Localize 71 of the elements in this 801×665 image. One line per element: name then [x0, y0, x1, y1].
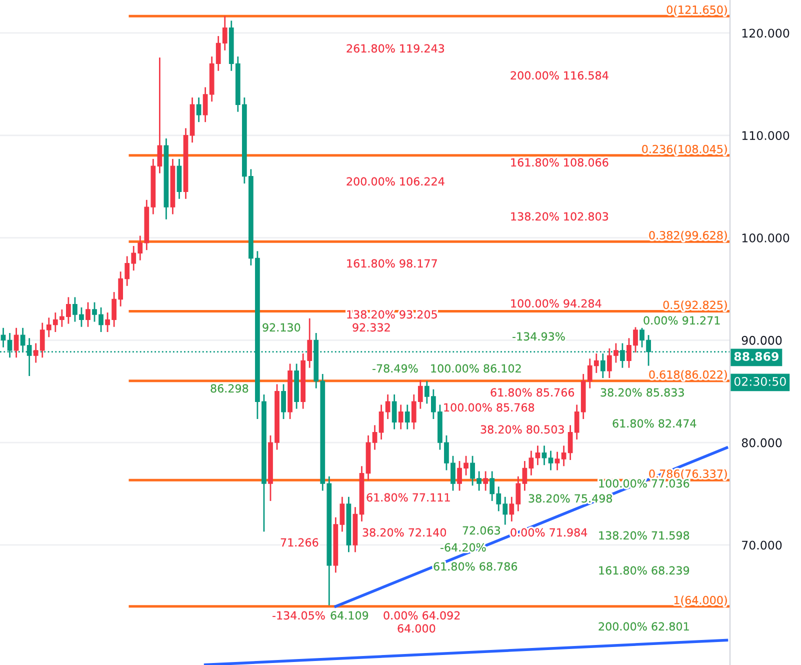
candlestick [561, 444, 566, 467]
annotation: 100.00% 85.768 [444, 403, 534, 412]
annotation: 61.80% 68.786 [434, 562, 518, 571]
candlestick [522, 460, 528, 492]
ref-line-label: 0.5(92.825) [663, 300, 727, 310]
annotation: 261.80% 119.243 [346, 44, 444, 53]
annotation: 161.80% 108.066 [511, 158, 608, 167]
candlestick [157, 56, 162, 174]
candlestick [404, 404, 410, 430]
candlestick [528, 450, 534, 476]
candlestick [202, 86, 208, 123]
candlestick [20, 327, 26, 354]
annotation: 38.20% 85.833 [600, 388, 684, 397]
candlestick [378, 404, 384, 440]
candlestick [483, 470, 488, 492]
annotation: -78.49% [372, 364, 418, 373]
annotation: 0.00% 91.271 [644, 316, 720, 325]
annotation: 161.80% 98.177 [347, 259, 437, 268]
annotation: 138.20% 71.598 [599, 531, 690, 540]
annotation: 64.109 [330, 611, 368, 620]
annotation: -134.05% [272, 611, 325, 620]
candlestick [548, 450, 554, 471]
candlestick [568, 424, 573, 461]
y-tick-label: 110.000 [742, 131, 790, 140]
annotation: 100.00% 86.102 [431, 364, 521, 373]
annotation: 138.20% 102.803 [511, 212, 608, 221]
candlestick [392, 394, 397, 430]
annotation: 92.332 [352, 323, 390, 332]
ref-line-label: 88.869 [734, 352, 778, 361]
annotation: 71.266 [280, 538, 318, 547]
annotation: -134.93% [512, 332, 565, 341]
ref-line-label: 0.618(86.022) [649, 370, 727, 380]
y-tick-label: 70.000 [742, 540, 782, 550]
candlestick [398, 404, 404, 430]
y-tick-label: 80.000 [742, 438, 782, 448]
annotation: 92.130 [262, 323, 300, 332]
candlestick [554, 451, 560, 471]
candlestick [281, 384, 286, 420]
annotation: 100.00% 94.284 [511, 299, 602, 308]
annotation: 86.298 [210, 384, 248, 393]
ref-line-label: 0.236(108.045) [642, 144, 727, 155]
annotation: 200.00% 62.801 [598, 622, 689, 631]
ref-line-label: 0.382(99.628) [649, 230, 727, 241]
candlestick [14, 327, 19, 358]
ref-line-label: 1(64.000) [674, 596, 727, 606]
annotation: 38.20% 72.140 [362, 528, 446, 537]
annotation: 161.80% 68.239 [599, 566, 690, 575]
annotation: 200.00% 116.584 [510, 71, 608, 80]
y-tick-label: 100.000 [742, 234, 790, 242]
text: 02:30:50 [734, 376, 786, 386]
annotation: 200.00% 106.224 [346, 177, 444, 186]
y-tick-label: 120.000 [742, 28, 790, 38]
candlestick [86, 302, 90, 328]
candlestick [372, 424, 378, 450]
annotation: 38.20% 80.503 [480, 425, 564, 434]
candlestick [385, 394, 390, 420]
candlestick [196, 96, 202, 123]
y-tick-label: 90.000 [742, 336, 782, 345]
ref-line-label: 0(121.650) [666, 5, 727, 16]
annotation: 64.000 [398, 624, 436, 633]
annotation: 61.80% 82.474 [612, 419, 696, 428]
annotation: 138.20% 93.205 [347, 310, 437, 319]
candlestick [340, 496, 345, 532]
candlestick [542, 444, 547, 466]
candlestick [535, 444, 540, 466]
annotation: 0.00% 64.092 [384, 611, 460, 620]
candlestick [0, 327, 6, 348]
annotation: 61.80% 77.111 [366, 493, 450, 502]
annotation: 61.80% 85.766 [490, 388, 574, 397]
candlestick [600, 352, 606, 379]
annotation: 72.063 [462, 526, 500, 535]
